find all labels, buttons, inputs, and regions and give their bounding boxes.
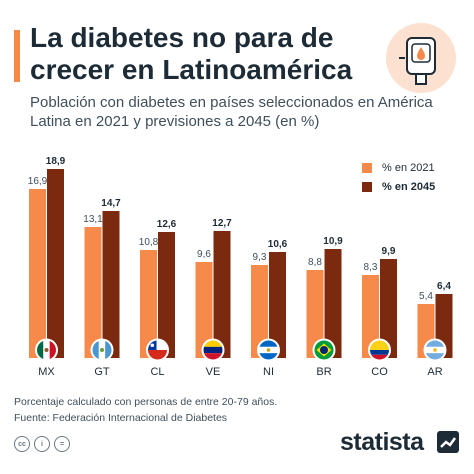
legend-swatch-2021 <box>362 162 372 173</box>
value-label-2045-mx: 18,9 <box>46 156 66 167</box>
value-label-2045-cl: 12,6 <box>157 219 177 230</box>
category-label-mx: MX <box>38 366 55 378</box>
value-label-2045-ar: 6,4 <box>437 281 451 292</box>
value-label-2045-ni: 10,6 <box>268 239 288 250</box>
value-label-2021-ni: 9,3 <box>253 252 267 263</box>
value-label-2045-gt: 14,7 <box>101 198 121 209</box>
category-label-ar: AR <box>427 366 442 378</box>
bar-2021-mx <box>29 189 46 358</box>
flag-ve <box>203 340 223 360</box>
value-label-2045-br: 10,9 <box>323 236 343 247</box>
statista-logo-mark-icon <box>437 431 459 453</box>
flag-ar <box>425 340 445 360</box>
flag-ni <box>259 340 278 360</box>
flag-mx <box>37 340 56 360</box>
value-label-2045-co: 9,9 <box>382 246 396 257</box>
footer-source: Fuente: Federación Internacional de Diab… <box>14 412 228 424</box>
bar-2021-br <box>306 270 324 358</box>
category-label-cl: CL <box>150 366 164 378</box>
no-derivatives-icon[interactable]: = <box>54 436 70 452</box>
value-label-2021-cl: 10,8 <box>139 237 159 248</box>
category-label-ve: VE <box>206 366 221 378</box>
bar-2021-ni <box>251 265 268 358</box>
footer-notes: Porcentaje calculado con personas de ent… <box>14 394 277 426</box>
chart-title: La diabetes no para de crecer en Latinoa… <box>30 22 353 85</box>
value-label-2021-ve: 9,6 <box>197 249 211 260</box>
value-label-2021-co: 8,3 <box>364 262 378 273</box>
bar-2021-co <box>362 275 379 358</box>
bar-2045-gt <box>102 211 120 358</box>
legend-swatch-2045 <box>362 181 372 192</box>
value-label-2021-br: 8,8 <box>308 257 322 268</box>
category-label-gt: GT <box>94 366 110 378</box>
bar-2045-cl <box>158 232 175 358</box>
attribution-icon[interactable]: i <box>34 436 50 452</box>
flag-gt <box>92 340 112 360</box>
legend-label-2021: % en 2021 <box>382 161 435 174</box>
bar-2045-ve <box>213 231 231 358</box>
flag-co <box>370 340 389 360</box>
footer-note: Porcentaje calculado con personas de ent… <box>14 396 278 408</box>
value-label-2045-ve: 12,7 <box>212 218 232 229</box>
bar-2045-ni <box>269 252 286 358</box>
legend-item-2021: % en 2021 <box>362 158 435 177</box>
legend-item-2045: % en 2045 <box>362 177 435 196</box>
chart-subtitle: Población con diabetes en países selecci… <box>30 94 433 130</box>
bar-2021-gt <box>84 227 102 358</box>
legend-label-2045: % en 2045 <box>382 180 436 193</box>
value-label-2021-mx: 16,9 <box>28 176 48 187</box>
bar-2045-co <box>380 259 397 358</box>
bar-2021-cl <box>140 250 157 358</box>
flag-br <box>314 340 334 360</box>
category-label-br: BR <box>316 366 331 378</box>
title-accent-bar <box>14 30 20 82</box>
category-label-co: CO <box>371 366 388 378</box>
flag-cl <box>148 340 167 360</box>
bar-2021-ve <box>195 262 213 358</box>
category-label-ni: NI <box>263 366 274 378</box>
value-label-2021-ar: 5,4 <box>419 291 433 302</box>
bar-2045-mx <box>47 169 64 358</box>
chart-legend: % en 2021 % en 2045 <box>362 158 435 196</box>
value-label-2021-gt: 13,1 <box>83 214 103 225</box>
glucose-meter-icon <box>386 23 456 93</box>
bar-2045-br <box>324 249 342 358</box>
creative-commons-icon[interactable]: cc <box>14 436 30 452</box>
license-icons: cc i = <box>14 436 70 452</box>
statista-logo[interactable]: statista <box>340 428 424 456</box>
